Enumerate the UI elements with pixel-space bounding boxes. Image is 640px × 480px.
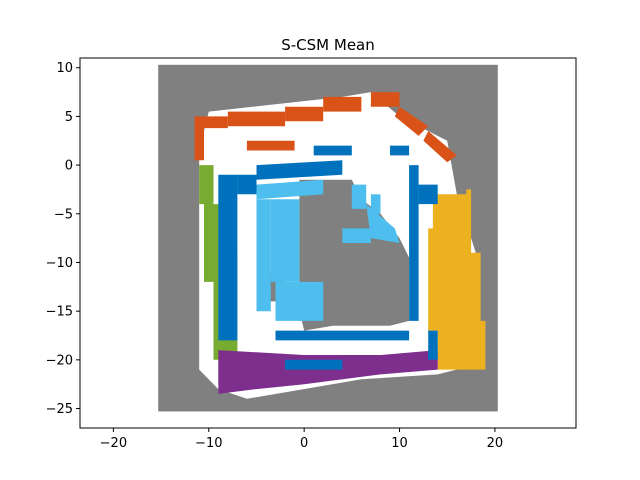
map-region-purple xyxy=(218,350,438,394)
y-tick-label: −15 xyxy=(46,305,73,320)
x-tick-label: 0 xyxy=(300,436,308,451)
map-region-dark-blue xyxy=(390,145,410,156)
map-region-light-blue xyxy=(342,228,371,243)
map-region-light-blue xyxy=(366,204,400,243)
axes-frame xyxy=(79,57,577,429)
map-region-yellow xyxy=(428,189,486,370)
x-axis: −20 −10 0 10 20 xyxy=(100,428,504,451)
map-region-light-blue xyxy=(270,199,300,282)
y-tick-label: 10 xyxy=(56,61,73,76)
map-region-dark-blue xyxy=(418,184,438,205)
x-tick-label: −10 xyxy=(195,436,222,451)
y-tick-label: −5 xyxy=(54,207,73,222)
map-region-orange-red xyxy=(246,140,295,151)
map-region-light-blue xyxy=(351,184,367,209)
map-region-light-blue xyxy=(256,199,271,312)
plot-area xyxy=(158,64,498,412)
map-region-light-blue xyxy=(370,194,381,214)
y-axis: −25 −20 −15 −10 −5 0 5 10 xyxy=(46,61,80,417)
map-region-dark-blue xyxy=(237,174,257,195)
y-tick-label: 0 xyxy=(65,159,73,174)
y-tick-label: −10 xyxy=(46,256,73,271)
map-region-orange-red xyxy=(227,111,286,127)
map-region-orange-red xyxy=(323,96,362,112)
map-region-dark-blue xyxy=(256,160,343,180)
x-tick-label: −20 xyxy=(100,436,127,451)
map-region-dark-blue xyxy=(409,165,419,321)
map-region-orange-red xyxy=(423,131,457,163)
map-region-dark-blue xyxy=(428,330,438,360)
map-region-light-blue xyxy=(256,179,324,200)
map-region-orange-red xyxy=(370,92,400,107)
x-tick-label: 20 xyxy=(487,436,504,451)
chart-title: S-CSM Mean xyxy=(281,36,375,54)
map-region-dark-blue xyxy=(218,174,238,341)
x-tick-label: 10 xyxy=(391,436,408,451)
map-region-light-blue xyxy=(275,281,324,321)
map-regions xyxy=(194,92,486,399)
map-region-dark-blue xyxy=(313,145,352,156)
map-region-dark-blue xyxy=(275,330,410,341)
map-region-dark-blue xyxy=(285,359,343,370)
map-region-orange-red xyxy=(194,128,204,161)
map-region-orange-red xyxy=(194,116,228,129)
map-region-orange-red xyxy=(285,106,324,122)
y-tick-label: −20 xyxy=(46,353,73,368)
map-region-orange-red xyxy=(394,106,429,136)
y-tick-label: 5 xyxy=(65,110,73,125)
y-tick-label: −25 xyxy=(46,402,73,417)
